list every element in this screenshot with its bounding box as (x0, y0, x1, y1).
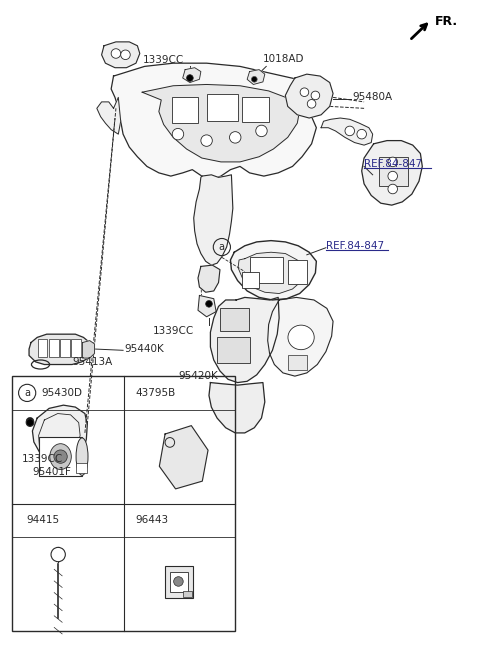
Bar (12, 376, 235, 631)
Polygon shape (362, 141, 422, 205)
Circle shape (26, 417, 34, 425)
Circle shape (300, 88, 309, 97)
Ellipse shape (288, 325, 314, 350)
Bar (37, 339, 47, 358)
Polygon shape (83, 341, 95, 358)
Circle shape (311, 91, 320, 100)
Bar (242, 271, 259, 288)
Text: 1339CC: 1339CC (143, 55, 184, 65)
Bar (170, 572, 188, 592)
Bar (288, 260, 307, 284)
Circle shape (205, 300, 212, 307)
Bar (220, 308, 249, 331)
Circle shape (187, 75, 193, 81)
Text: REF.84-847: REF.84-847 (364, 160, 422, 169)
Text: a: a (24, 388, 30, 398)
Circle shape (388, 171, 397, 181)
Circle shape (256, 125, 267, 137)
Text: 95401F: 95401F (33, 467, 72, 476)
Text: 43795B: 43795B (135, 388, 176, 398)
Bar (71, 339, 81, 358)
Polygon shape (183, 67, 201, 82)
Polygon shape (142, 84, 300, 162)
Circle shape (307, 99, 316, 108)
Bar (288, 356, 307, 370)
Bar (183, 591, 192, 597)
Polygon shape (29, 334, 91, 365)
Circle shape (120, 50, 130, 60)
Polygon shape (210, 297, 279, 382)
Text: 1339CC: 1339CC (153, 326, 194, 336)
Bar (251, 257, 283, 282)
Circle shape (357, 129, 366, 139)
Text: 95440K: 95440K (124, 344, 164, 354)
Polygon shape (97, 97, 120, 134)
Circle shape (26, 419, 34, 426)
Circle shape (388, 157, 397, 167)
Circle shape (252, 77, 257, 82)
Polygon shape (230, 241, 316, 300)
Text: REF.84-847: REF.84-847 (326, 241, 384, 251)
Bar (76, 463, 87, 472)
Polygon shape (194, 175, 233, 265)
Ellipse shape (76, 438, 88, 475)
Text: 94415: 94415 (26, 515, 60, 525)
Circle shape (345, 126, 355, 136)
Text: 95413A: 95413A (72, 357, 112, 367)
Text: 96443: 96443 (135, 515, 168, 525)
Polygon shape (268, 297, 333, 376)
Circle shape (172, 129, 184, 140)
Polygon shape (238, 252, 304, 293)
Polygon shape (321, 118, 372, 145)
Text: 1339CC: 1339CC (22, 454, 63, 464)
Text: FR.: FR. (435, 15, 458, 28)
Circle shape (174, 577, 183, 586)
Circle shape (111, 49, 120, 58)
Bar (217, 337, 251, 363)
Bar (172, 97, 199, 123)
Circle shape (54, 450, 67, 463)
Circle shape (229, 132, 241, 143)
Bar (49, 339, 59, 358)
Text: 1018AD: 1018AD (263, 54, 304, 64)
Polygon shape (159, 426, 208, 489)
Polygon shape (209, 382, 265, 433)
Circle shape (388, 184, 397, 194)
Polygon shape (111, 63, 326, 179)
Polygon shape (198, 265, 220, 292)
Bar (242, 97, 269, 122)
Bar (206, 94, 238, 121)
Text: 95480A: 95480A (352, 92, 392, 103)
Polygon shape (102, 42, 140, 67)
Polygon shape (247, 69, 265, 84)
Ellipse shape (50, 444, 72, 469)
Bar (379, 157, 408, 186)
Text: 95420K: 95420K (178, 371, 218, 381)
Polygon shape (285, 74, 333, 118)
Circle shape (51, 547, 65, 561)
Circle shape (201, 135, 212, 146)
Polygon shape (33, 405, 87, 467)
Bar (165, 566, 193, 598)
Text: a: a (219, 242, 225, 252)
Polygon shape (198, 295, 216, 317)
Text: 95430D: 95430D (41, 388, 83, 398)
Bar (39, 437, 82, 476)
Bar (60, 339, 70, 358)
